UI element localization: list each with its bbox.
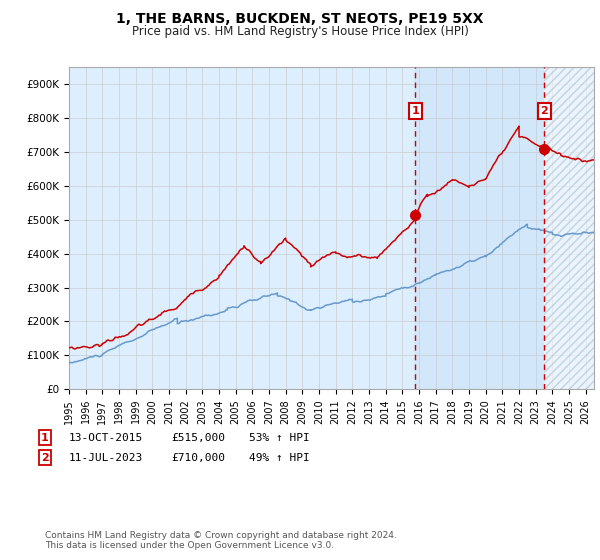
- Text: Price paid vs. HM Land Registry's House Price Index (HPI): Price paid vs. HM Land Registry's House …: [131, 25, 469, 38]
- Text: 1, THE BARNS, BUCKDEN, ST NEOTS, PE19 5XX: 1, THE BARNS, BUCKDEN, ST NEOTS, PE19 5X…: [116, 12, 484, 26]
- Text: 13-OCT-2015: 13-OCT-2015: [69, 433, 143, 443]
- Text: £515,000: £515,000: [171, 433, 225, 443]
- Text: 2: 2: [541, 106, 548, 116]
- Bar: [415, 67, 594, 389]
- Text: 11-JUL-2023: 11-JUL-2023: [69, 452, 143, 463]
- Text: 49% ↑ HPI: 49% ↑ HPI: [249, 452, 310, 463]
- Text: 1: 1: [412, 106, 419, 116]
- Text: 1: 1: [41, 433, 49, 443]
- Text: 53% ↑ HPI: 53% ↑ HPI: [249, 433, 310, 443]
- Text: 2: 2: [41, 452, 49, 463]
- Text: £710,000: £710,000: [171, 452, 225, 463]
- Bar: [544, 67, 594, 389]
- Text: Contains HM Land Registry data © Crown copyright and database right 2024.
This d: Contains HM Land Registry data © Crown c…: [45, 531, 397, 550]
